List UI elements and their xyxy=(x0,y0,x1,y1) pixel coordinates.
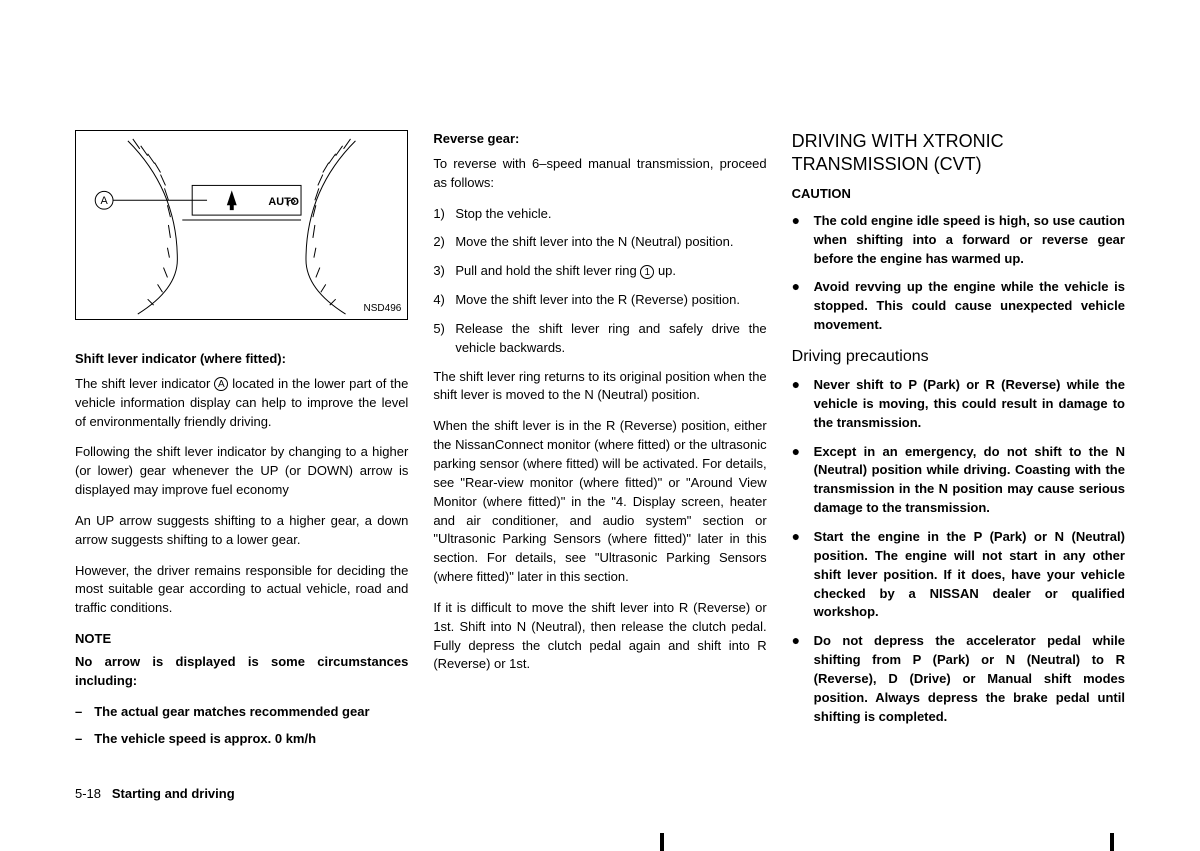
precaution-2: ●Except in an emergency, do not shift to… xyxy=(792,443,1125,518)
note-item-1: The actual gear matches recommended gear xyxy=(75,703,408,722)
fuel-economy-para: Following the shift lever indicator by c… xyxy=(75,443,408,500)
step-3: 3)Pull and hold the shift lever ring 1 u… xyxy=(433,262,766,281)
shift-indicator-figure: A AUTO NSD496 xyxy=(75,130,408,320)
caution-list: ●The cold engine idle speed is high, so … xyxy=(792,212,1125,335)
step-4: 4)Move the shift lever into the R (Rever… xyxy=(433,291,766,310)
callout-a: A xyxy=(214,377,228,391)
callout-1: 1 xyxy=(640,265,654,279)
caution-label: CAUTION xyxy=(792,185,1125,204)
shift-difficulty-para: If it is difficult to move the shift lev… xyxy=(433,599,766,674)
cvt-heading: DRIVING WITH XTRONIC TRANSMISSION (CVT) xyxy=(792,130,1125,175)
note-label: NOTE xyxy=(75,630,408,649)
reverse-intro: To reverse with 6–speed manual transmiss… xyxy=(433,155,766,193)
reverse-gear-heading: Reverse gear: xyxy=(433,130,766,149)
precaution-4: ●Do not depress the accelerator pedal wh… xyxy=(792,632,1125,726)
page-number: 5-18 xyxy=(75,786,101,801)
precautions-list: ●Never shift to P (Park) or R (Reverse) … xyxy=(792,376,1125,726)
shift-indicator-desc: The shift lever indicator A located in t… xyxy=(75,375,408,432)
arrow-direction-para: An UP arrow suggests shifting to a highe… xyxy=(75,512,408,550)
figure-id: NSD496 xyxy=(364,302,402,317)
driving-precautions-heading: Driving precautions xyxy=(792,345,1125,368)
section-title: Starting and driving xyxy=(112,786,235,801)
page-footer: 5-18 Starting and driving xyxy=(75,786,235,801)
note-list: The actual gear matches recommended gear… xyxy=(75,703,408,749)
driver-responsibility-para: However, the driver remains responsible … xyxy=(75,562,408,619)
column-3: DRIVING WITH XTRONIC TRANSMISSION (CVT) … xyxy=(792,130,1125,756)
crop-mark-1 xyxy=(660,833,664,851)
crop-mark-2 xyxy=(1110,833,1114,851)
column-2: Reverse gear: To reverse with 6–speed ma… xyxy=(433,130,766,756)
precaution-3: ●Start the engine in the P (Park) or N (… xyxy=(792,528,1125,622)
precaution-1: ●Never shift to P (Park) or R (Reverse) … xyxy=(792,376,1125,433)
step-2: 2)Move the shift lever into the N (Neutr… xyxy=(433,233,766,252)
note-intro: No arrow is displayed is some circumstan… xyxy=(75,653,408,691)
note-item-2: The vehicle speed is approx. 0 km/h xyxy=(75,730,408,749)
caution-item-2: ●Avoid revving up the engine while the v… xyxy=(792,278,1125,335)
dashboard-diagram-svg: A AUTO xyxy=(76,131,407,319)
reverse-steps: 1)Stop the vehicle. 2)Move the shift lev… xyxy=(433,205,766,358)
column-1: A AUTO NSD496 Shift lever indicator (whe… xyxy=(75,130,408,756)
caution-item-1: ●The cold engine idle speed is high, so … xyxy=(792,212,1125,269)
step-5-sub: The shift lever ring returns to its orig… xyxy=(433,368,766,406)
step-5: 5)Release the shift lever ring and safel… xyxy=(433,320,766,358)
manual-page: A AUTO NSD496 Shift lever indicator (whe… xyxy=(0,0,1200,756)
shift-indicator-heading: Shift lever indicator (where fitted): xyxy=(75,350,408,369)
content-columns: A AUTO NSD496 Shift lever indicator (whe… xyxy=(75,130,1125,756)
svg-text:A: A xyxy=(100,195,108,207)
reverse-monitor-para: When the shift lever is in the R (Revers… xyxy=(433,417,766,587)
step-1: 1)Stop the vehicle. xyxy=(433,205,766,224)
